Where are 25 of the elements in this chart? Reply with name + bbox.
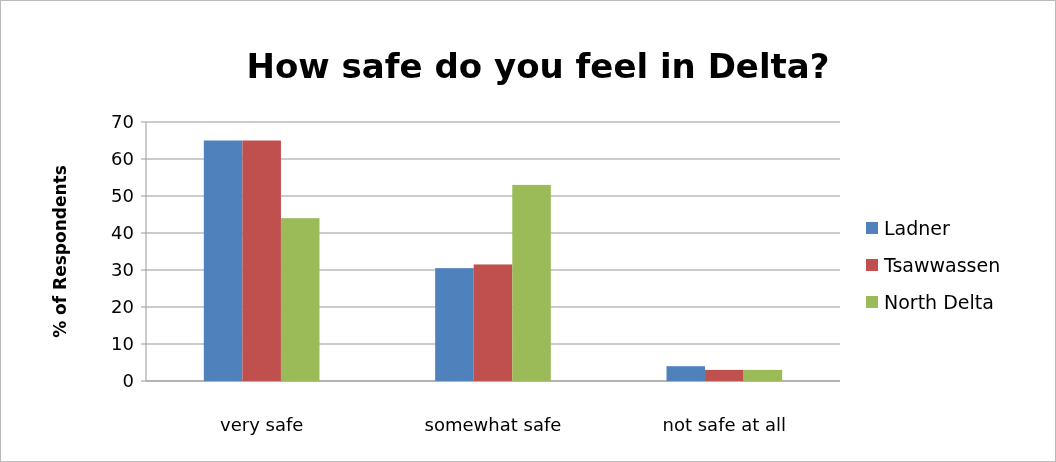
y-tick-label: 0 — [122, 370, 134, 392]
y-tick-label: 40 — [111, 222, 134, 244]
x-tick-label: not safe at all — [662, 414, 787, 435]
y-tick-label: 30 — [111, 259, 134, 281]
bar — [743, 369, 783, 381]
x-tick-label: somewhat safe — [424, 414, 562, 435]
y-tick-label: 10 — [111, 333, 134, 355]
y-tick-label: 70 — [111, 111, 134, 133]
bar — [705, 369, 744, 381]
bar — [242, 140, 281, 381]
chart-title: How safe do you feel in Delta? — [246, 46, 830, 86]
bar — [203, 140, 243, 381]
y-tick-label: 60 — [111, 148, 134, 170]
bar — [473, 264, 513, 381]
y-tick-label: 20 — [111, 296, 134, 318]
bar — [435, 268, 474, 381]
bar — [280, 218, 320, 381]
y-axis-title: % of Respondents — [50, 165, 70, 338]
x-tick-label: very safe — [220, 414, 304, 435]
bar — [512, 184, 551, 381]
legend-label: Tsawwassen — [883, 253, 1001, 276]
bar — [666, 366, 706, 381]
legend-label: North Delta — [884, 290, 994, 313]
y-tick-label: 50 — [111, 185, 134, 207]
legend-label: Ladner — [884, 216, 951, 239]
